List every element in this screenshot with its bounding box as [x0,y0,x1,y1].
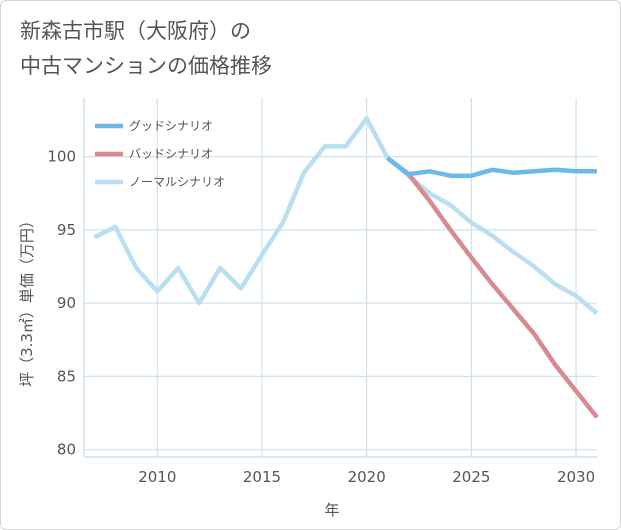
series-lines [93,116,599,419]
y-tick-label: 100 [47,148,76,166]
series-line-0 [386,156,597,178]
chart-title-line2: 中古マンションの価格推移 [20,54,272,78]
chart-title: 新森古市駅（大阪府）の 中古マンションの価格推移 [20,14,272,84]
chart-title-line1: 新森古市駅（大阪府）の [20,19,251,43]
x-tick-labels: 2010 2015 2020 2025 2030 [138,468,595,486]
x-tick-label: 2015 [243,468,281,486]
y-tick-label: 95 [57,221,76,239]
x-tick-label: 2030 [557,468,595,486]
x-tick-label: 2025 [452,468,490,486]
x-tick-label: 2010 [138,468,176,486]
legend-label: ノーマルシナリオ [129,175,225,189]
legend-label: グッドシナリオ [129,119,213,133]
series-line-2 [93,116,599,316]
series-line-1 [386,156,599,419]
grid-lines [84,98,597,457]
y-tick-labels: 80 85 90 95 100 [47,148,76,459]
x-axis-label: 年 [324,501,339,519]
x-tick-label: 2020 [348,468,386,486]
y-tick-label: 80 [57,441,76,459]
y-tick-label: 90 [57,294,76,312]
y-tick-label: 85 [57,367,76,385]
y-axis-label: 坪（3.3㎡）単価（万円） [18,213,36,387]
legend-label: バッドシナリオ [129,147,213,161]
